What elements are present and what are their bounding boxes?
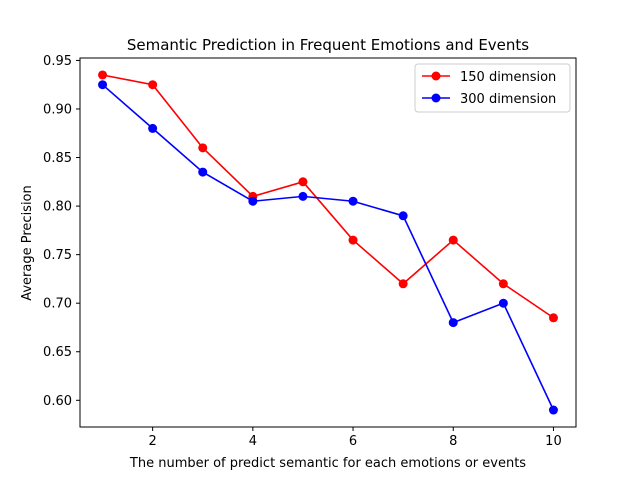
legend-marker-300-dimension: [431, 93, 441, 103]
x-tick-label: 2: [149, 434, 157, 449]
x-tick-label: 6: [349, 434, 357, 449]
data-point-300-dimension: [448, 318, 458, 328]
data-point-300-dimension: [148, 123, 158, 133]
plot-area: [79, 57, 577, 428]
legend-label-300-dimension: 300 dimension: [460, 92, 556, 107]
data-point-300-dimension: [348, 196, 358, 206]
legend-label-150-dimension: 150 dimension: [460, 70, 556, 85]
x-tick-label: 8: [449, 434, 457, 449]
plot-frame: [79, 57, 577, 428]
data-point-150-dimension: [398, 279, 408, 289]
data-point-150-dimension: [448, 235, 458, 245]
y-tick-label: 0.80: [43, 200, 72, 215]
data-point-300-dimension: [198, 167, 208, 177]
x-axis-label: The number of predict semantic for each …: [129, 456, 526, 471]
x-axis: 2 4 6 8 10: [149, 427, 562, 449]
data-point-300-dimension: [548, 405, 558, 415]
y-tick-label: 0.70: [43, 297, 72, 312]
series-line-300-dimension: [102, 84, 555, 411]
data-point-300-dimension: [298, 191, 308, 201]
x-tick-label: 10: [545, 434, 562, 449]
legend: 150 dimension 300 dimension: [414, 63, 571, 113]
legend-box: [414, 63, 571, 113]
data-point-150-dimension: [98, 70, 108, 80]
series-layer: [98, 70, 558, 415]
data-point-150-dimension: [498, 279, 508, 289]
data-point-300-dimension: [248, 196, 258, 206]
series-line-150-dimension: [102, 74, 554, 319]
y-tick-label: 0.95: [43, 54, 72, 69]
data-point-300-dimension: [398, 211, 408, 221]
y-axis-label: Average Precision: [20, 185, 35, 301]
y-tick-label: 0.60: [43, 394, 72, 409]
y-tick-label: 0.85: [43, 151, 72, 166]
y-tick-label: 0.75: [43, 248, 72, 263]
data-point-150-dimension: [148, 80, 158, 90]
data-point-300-dimension: [98, 80, 108, 90]
y-tick-label: 0.90: [43, 102, 72, 117]
x-tick-label: 4: [249, 434, 257, 449]
y-tick-label: 0.65: [43, 345, 72, 360]
data-point-300-dimension: [498, 298, 508, 308]
data-point-150-dimension: [298, 177, 308, 187]
chart-title: Semantic Prediction in Frequent Emotions…: [127, 36, 529, 54]
data-point-150-dimension: [198, 143, 208, 153]
y-axis: 0.60 0.65 0.70 0.75 0.80 0.85 0.90 0.95: [43, 54, 80, 409]
legend-marker-150-dimension: [431, 71, 441, 81]
data-point-150-dimension: [548, 313, 558, 323]
data-point-150-dimension: [348, 235, 358, 245]
